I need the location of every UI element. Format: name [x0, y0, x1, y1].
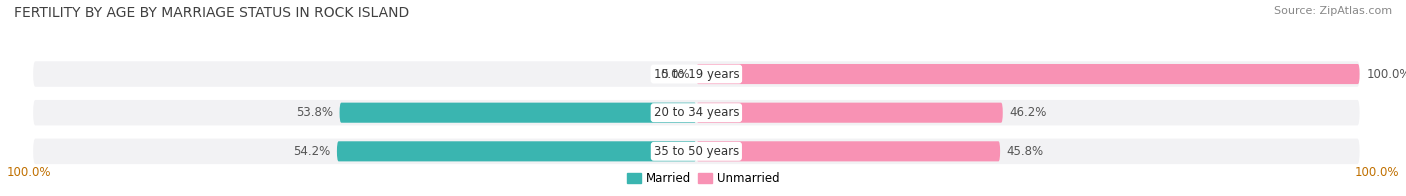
Text: 54.2%: 54.2% — [292, 145, 330, 158]
Text: 45.8%: 45.8% — [1007, 145, 1043, 158]
Text: 46.2%: 46.2% — [1010, 106, 1047, 119]
FancyBboxPatch shape — [340, 103, 696, 123]
FancyBboxPatch shape — [34, 61, 1360, 87]
Text: Source: ZipAtlas.com: Source: ZipAtlas.com — [1274, 6, 1392, 16]
Text: 20 to 34 years: 20 to 34 years — [654, 106, 740, 119]
Legend: Married, Unmarried: Married, Unmarried — [627, 172, 779, 185]
Text: FERTILITY BY AGE BY MARRIAGE STATUS IN ROCK ISLAND: FERTILITY BY AGE BY MARRIAGE STATUS IN R… — [14, 6, 409, 20]
FancyBboxPatch shape — [34, 139, 1360, 164]
Text: 0.0%: 0.0% — [659, 68, 690, 81]
Text: 15 to 19 years: 15 to 19 years — [654, 68, 740, 81]
FancyBboxPatch shape — [696, 141, 1000, 161]
Text: 53.8%: 53.8% — [295, 106, 333, 119]
FancyBboxPatch shape — [34, 100, 1360, 125]
FancyBboxPatch shape — [696, 103, 1002, 123]
Text: 100.0%: 100.0% — [1367, 68, 1406, 81]
FancyBboxPatch shape — [337, 141, 696, 161]
Text: 35 to 50 years: 35 to 50 years — [654, 145, 740, 158]
FancyBboxPatch shape — [696, 64, 1360, 84]
Text: 100.0%: 100.0% — [1355, 166, 1399, 179]
Text: 100.0%: 100.0% — [7, 166, 51, 179]
